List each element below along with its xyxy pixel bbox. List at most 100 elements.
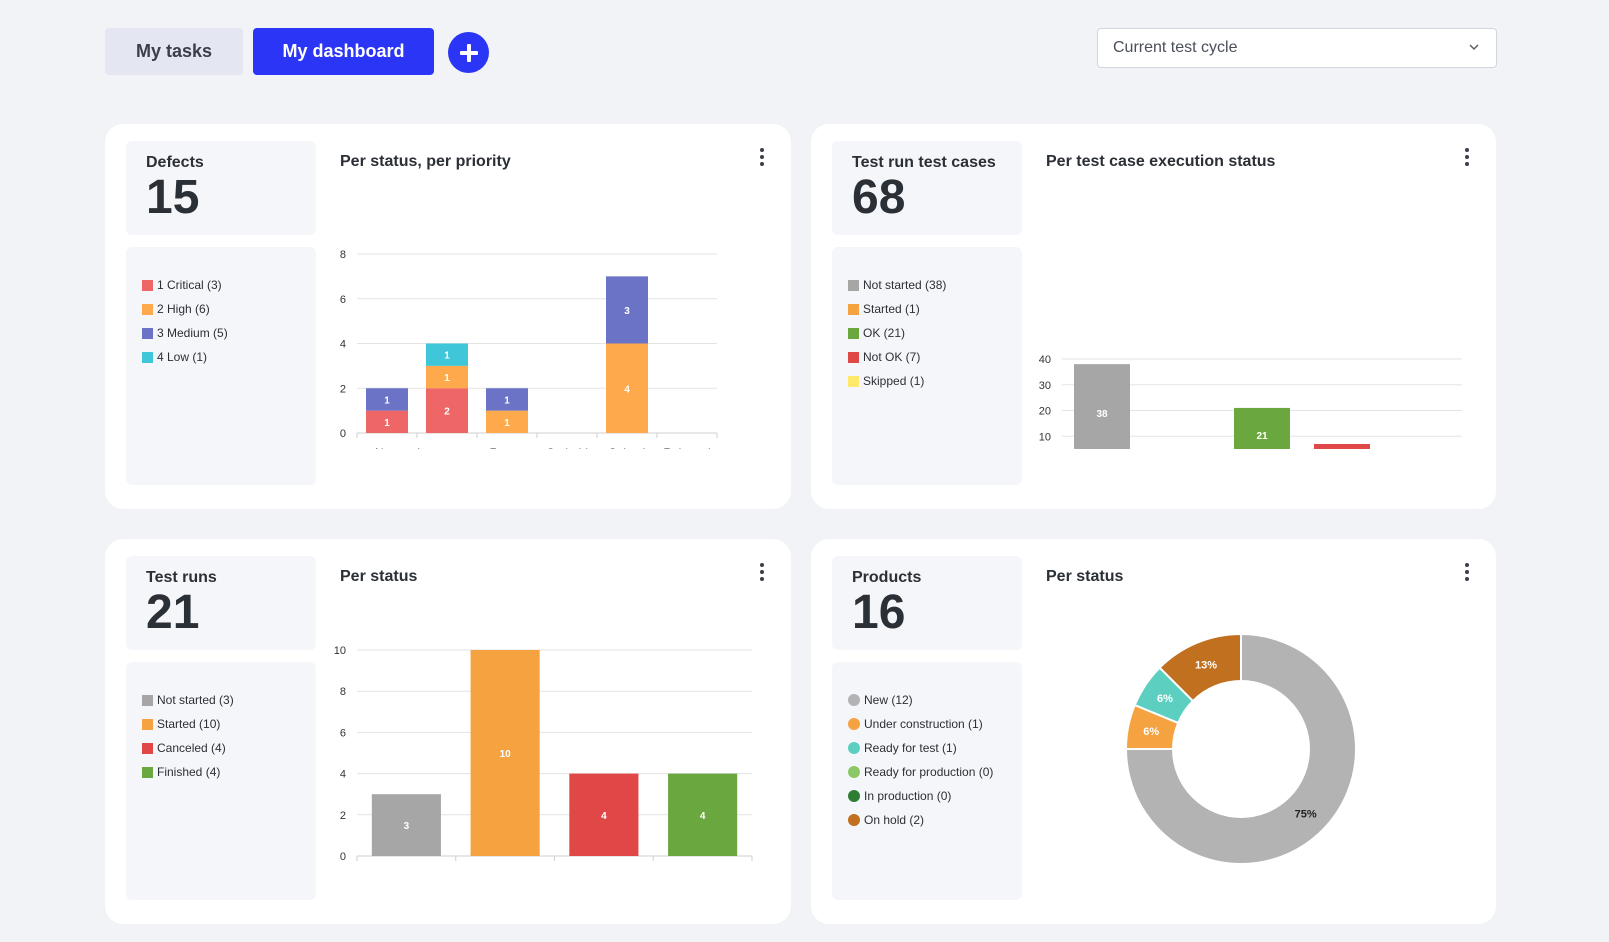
- legend-item[interactable]: Not OK (7): [848, 345, 1006, 369]
- legend-label: On hold (2): [864, 813, 925, 827]
- bar-segment: [606, 343, 648, 433]
- legend-label: Started (1): [863, 302, 920, 316]
- data-label: 10: [500, 749, 512, 760]
- legend-swatch: [848, 790, 860, 802]
- legend-label: In production (0): [864, 789, 952, 803]
- products-stat: Products 16: [832, 556, 1022, 650]
- legend-item[interactable]: Ready for test (1): [848, 736, 1006, 760]
- chart-title: Per test case execution status: [1046, 153, 1276, 170]
- legend-swatch: [848, 766, 860, 778]
- legend-swatch: [142, 694, 153, 706]
- data-label: 1: [444, 351, 450, 362]
- legend-label: Finished (4): [157, 765, 221, 779]
- x-tick-label: Solved: [609, 446, 646, 449]
- legend-label: Not OK (7): [863, 350, 921, 364]
- y-tick-label: 20: [1039, 406, 1051, 418]
- legend-label: 2 High (6): [157, 302, 210, 316]
- legend-label: 1 Critical (3): [157, 278, 222, 292]
- legend-item[interactable]: 3 Medium (5): [142, 321, 300, 345]
- x-tick-label: New: [375, 446, 399, 449]
- more-options-icon[interactable]: [1464, 148, 1470, 166]
- bar-segment: [486, 410, 528, 433]
- bar: [569, 773, 639, 856]
- more-options-icon[interactable]: [759, 563, 765, 581]
- test-runs-card: Test runs 21 Not started (3) Started (10…: [105, 539, 791, 924]
- legend-swatch: [848, 718, 860, 730]
- legend-swatch: [848, 694, 860, 706]
- stat-count: 68: [852, 171, 906, 224]
- bar-segment: [426, 388, 468, 433]
- bar-segment: [366, 410, 408, 433]
- stat-title: Test runs: [146, 569, 217, 586]
- more-options-icon[interactable]: [759, 148, 765, 166]
- pie-slice: [1158, 632, 1242, 703]
- bar-segment: [366, 388, 408, 411]
- legend-label: 3 Medium (5): [157, 326, 228, 340]
- legend-label: New (12): [864, 693, 913, 707]
- data-label: 1: [504, 395, 510, 406]
- top-bar: My tasks My dashboard Current test cycle: [0, 0, 1609, 100]
- legend-item[interactable]: Started (10): [142, 712, 300, 736]
- more-options-icon[interactable]: [1464, 563, 1470, 581]
- data-label: 21: [1256, 431, 1268, 442]
- legend-item[interactable]: 4 Low (1): [142, 345, 300, 369]
- slice-label: 6%: [1143, 726, 1159, 738]
- legend-item[interactable]: In production (0): [848, 784, 1006, 808]
- legend-swatch: [848, 742, 860, 754]
- legend-label: OK (21): [863, 326, 906, 340]
- products-donut-chart: 75% 6% 6% 13%: [1124, 632, 1357, 865]
- stat-count: 16: [852, 586, 906, 639]
- y-tick-label: 6: [340, 294, 346, 306]
- legend-swatch: [142, 742, 153, 754]
- legend-item[interactable]: 2 High (6): [142, 297, 300, 321]
- legend-item[interactable]: Canceled (4): [142, 736, 300, 760]
- tab-my-tasks[interactable]: My tasks: [105, 28, 243, 75]
- test-cycle-select[interactable]: Current test cycle: [1097, 28, 1497, 68]
- data-label: 1: [444, 373, 450, 384]
- legend-label: Started (10): [157, 717, 221, 731]
- legend-item[interactable]: Not started (3): [142, 688, 300, 712]
- tab-my-dashboard[interactable]: My dashboard: [253, 28, 434, 75]
- legend-swatch: [848, 814, 860, 826]
- pie-slice: [1124, 632, 1357, 865]
- test-runs-stat: Test runs 21: [126, 556, 316, 650]
- bar: [470, 650, 540, 856]
- bar: [1074, 364, 1130, 449]
- legend-label: Not started (38): [863, 278, 947, 292]
- defects-legend: 1 Critical (3) 2 High (6) 3 Medium (5) 4…: [126, 247, 316, 485]
- legend-swatch: [142, 766, 153, 778]
- stat-count: 15: [146, 171, 200, 224]
- stat-title: Products: [852, 569, 922, 586]
- legend-item[interactable]: Under construction (1): [848, 712, 1006, 736]
- test-run-test-cases-legend: Not started (38) Started (1) OK (21) Not…: [832, 247, 1022, 485]
- data-label: 1: [504, 418, 510, 429]
- legend-item[interactable]: Not started (38): [848, 273, 1006, 297]
- legend-label: Ready for test (1): [864, 741, 957, 755]
- y-tick-label: 10: [1039, 431, 1051, 443]
- legend-label: Not started (3): [157, 693, 234, 707]
- legend-item[interactable]: New (12): [848, 688, 1006, 712]
- bar: [1234, 407, 1290, 449]
- test-run-test-cases-card: Test run test cases 68 Not started (38) …: [811, 124, 1496, 509]
- data-label: 4: [601, 811, 607, 822]
- legend-item[interactable]: Ready for production (0): [848, 760, 1006, 784]
- legend-item[interactable]: OK (21): [848, 321, 1006, 345]
- add-dashboard-button[interactable]: [448, 32, 489, 73]
- test-cycle-select-value: Current test cycle: [1113, 39, 1238, 56]
- legend-item[interactable]: Finished (4): [142, 760, 300, 784]
- y-tick-label: 8: [340, 249, 346, 261]
- legend-item[interactable]: On hold (2): [848, 808, 1006, 832]
- chart-title: Per status: [340, 568, 418, 585]
- x-tick-label: On hold: [546, 446, 588, 449]
- bar: [668, 773, 738, 856]
- y-tick-label: 2: [340, 383, 346, 395]
- legend-item[interactable]: 1 Critical (3): [142, 273, 300, 297]
- bar: [1314, 443, 1370, 449]
- legend-item[interactable]: Started (1): [848, 297, 1006, 321]
- legend-swatch: [848, 327, 859, 339]
- slice-label: 75%: [1295, 809, 1317, 821]
- y-tick-label: 8: [340, 686, 346, 698]
- y-tick-label: 2: [340, 810, 346, 822]
- legend-swatch: [848, 375, 859, 387]
- legend-item[interactable]: Skipped (1): [848, 369, 1006, 393]
